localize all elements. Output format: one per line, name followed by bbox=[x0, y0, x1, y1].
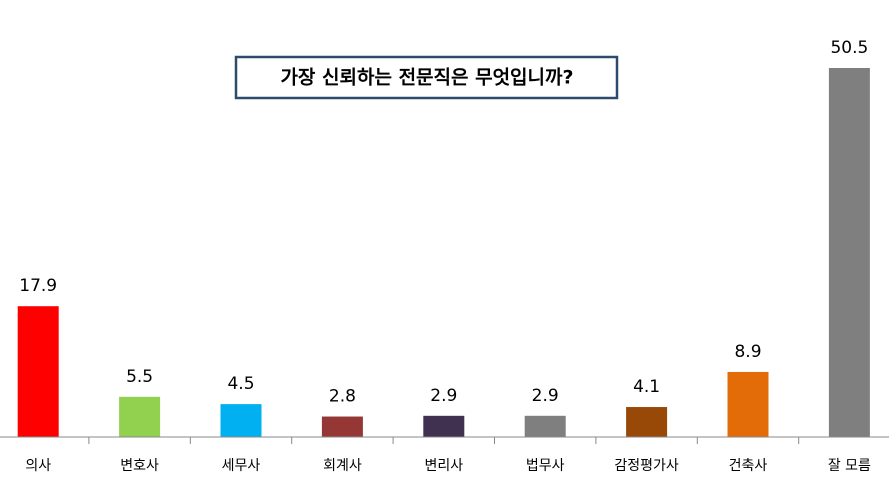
value-label: 2.8 bbox=[329, 387, 356, 407]
value-label: 50.5 bbox=[830, 38, 868, 58]
value-label: 8.9 bbox=[734, 342, 761, 362]
x-tick-label: 의사 bbox=[25, 458, 51, 474]
x-tick-label: 잘 모름 bbox=[828, 458, 871, 474]
x-tick-label: 회계사 bbox=[323, 458, 362, 474]
value-label: 17.9 bbox=[19, 276, 57, 296]
bar bbox=[220, 404, 262, 437]
bar bbox=[524, 415, 566, 437]
x-tick-label: 변호사 bbox=[120, 458, 159, 474]
bar bbox=[423, 415, 465, 437]
bar bbox=[626, 407, 668, 437]
bar bbox=[17, 306, 59, 437]
value-label: 2.9 bbox=[430, 386, 457, 406]
x-tick-label: 법무사 bbox=[526, 458, 565, 474]
x-tick-label: 세무사 bbox=[222, 458, 261, 474]
value-label: 4.1 bbox=[633, 377, 660, 397]
title-box bbox=[234, 55, 619, 100]
bar bbox=[727, 371, 769, 437]
value-label: 4.5 bbox=[227, 374, 254, 394]
x-tick-label: 건축사 bbox=[729, 458, 768, 474]
bar bbox=[119, 396, 161, 437]
value-label: 5.5 bbox=[126, 367, 153, 387]
x-tick-label: 변리사 bbox=[424, 458, 463, 474]
chart-title: 가장 신뢰하는 전문직은 무엇입니까? bbox=[280, 67, 573, 89]
bar bbox=[828, 68, 870, 437]
x-tick-label: 감정평가사 bbox=[614, 458, 679, 474]
value-label: 2.9 bbox=[532, 386, 559, 406]
bar bbox=[321, 416, 363, 437]
